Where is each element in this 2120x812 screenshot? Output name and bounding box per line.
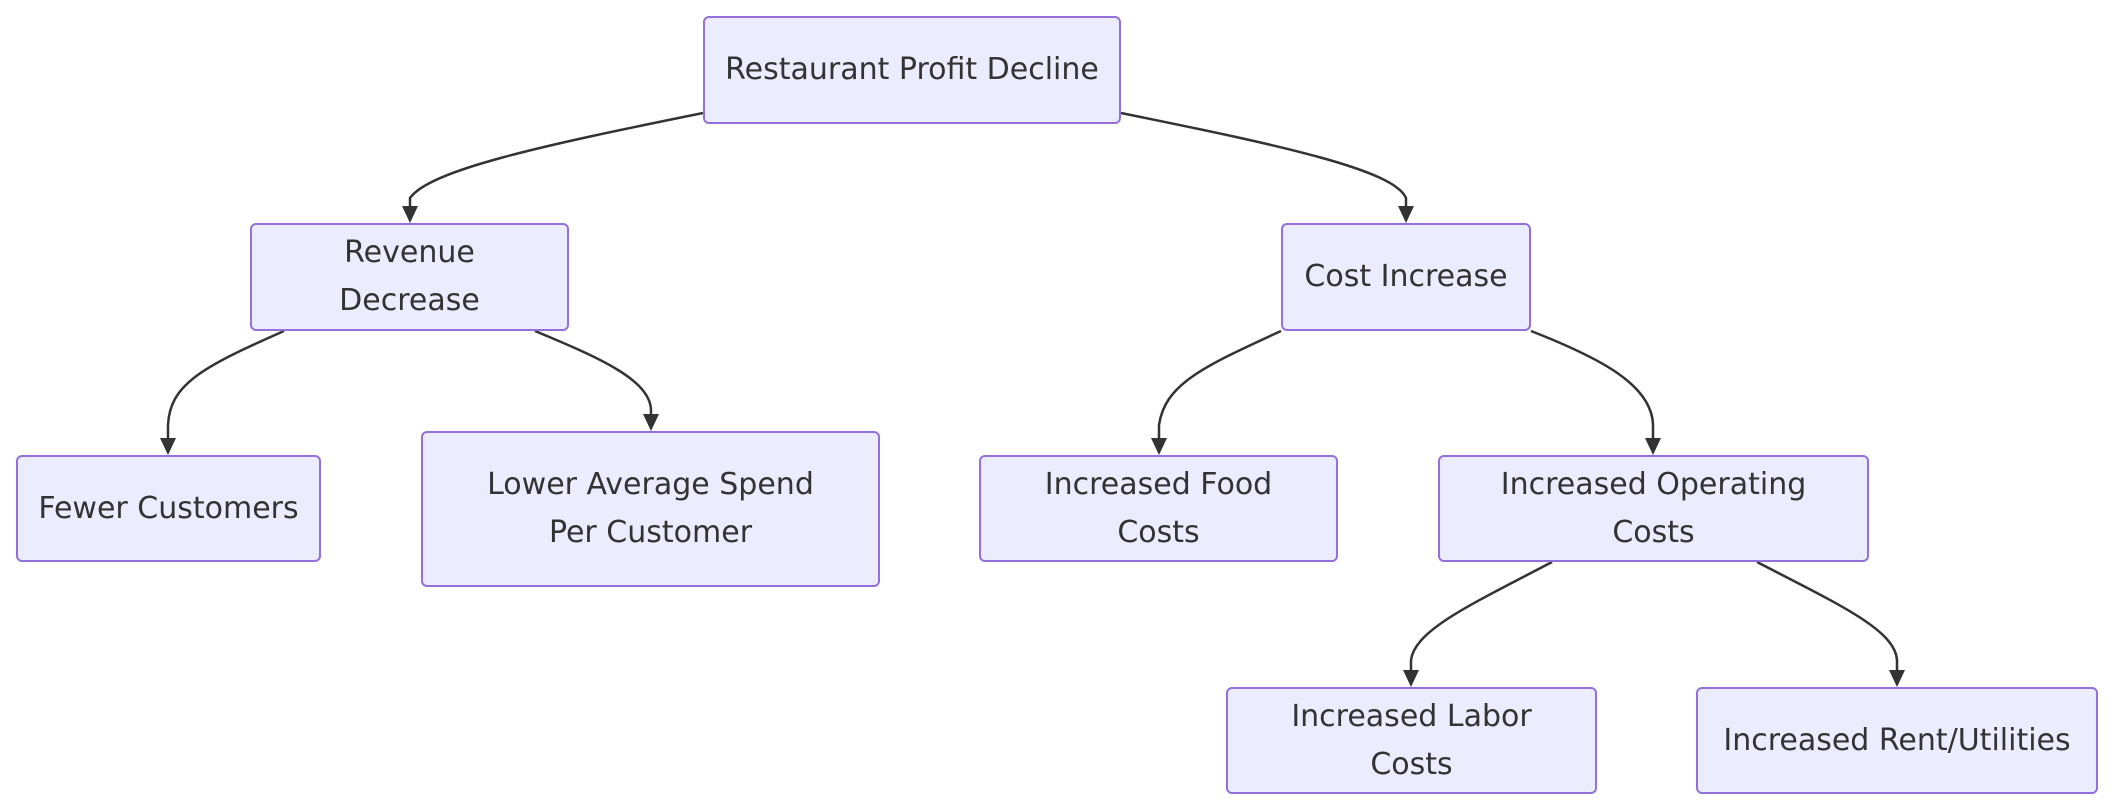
- node-label: Increased Food Costs: [1044, 466, 1273, 550]
- node-cost-increase: Cost Increase: [1281, 223, 1531, 331]
- node-label: Restaurant Profit Decline: [725, 52, 1099, 87]
- arrowhead-icon: [402, 206, 418, 223]
- edge-revenue-to-lower-spend: [534, 329, 653, 415]
- arrowhead-icon: [1889, 670, 1905, 687]
- node-restaurant-profit-decline: Restaurant Profit Decline: [703, 16, 1121, 124]
- arrowhead-icon: [1645, 438, 1661, 455]
- node-revenue-decrease: Revenue Decrease: [250, 223, 569, 331]
- arrowhead-icon: [1151, 438, 1167, 455]
- node-increased-labor-costs: Increased Labor Costs: [1226, 687, 1597, 794]
- node-increased-operating-costs: Increased Operating Costs: [1438, 455, 1869, 562]
- arrowhead-icon: [160, 438, 176, 455]
- edge-cost-to-operating-costs: [1530, 329, 1655, 439]
- arrowhead-icon: [643, 414, 659, 431]
- node-label: Increased Rent/Utilities: [1723, 722, 2071, 758]
- edge-operating-to-rent-utilities: [1756, 560, 1899, 671]
- edge-root-to-cost: [1120, 111, 1408, 207]
- node-label: Lower Average Spend Per Customer: [487, 467, 814, 550]
- arrowhead-icon: [1398, 206, 1414, 223]
- node-increased-food-costs: Increased Food Costs: [979, 455, 1338, 562]
- node-label: Fewer Customers: [38, 490, 299, 526]
- edge-root-to-revenue: [408, 111, 704, 207]
- node-label: Revenue Decrease: [339, 235, 480, 318]
- node-label: Increased Operating Costs: [1500, 466, 1807, 550]
- node-lower-average-spend: Lower Average Spend Per Customer: [421, 431, 880, 587]
- edge-revenue-to-fewer-customers: [166, 329, 285, 439]
- node-fewer-customers: Fewer Customers: [16, 455, 321, 562]
- node-increased-rent-utilities: Increased Rent/Utilities: [1696, 687, 2098, 794]
- arrowhead-icon: [1403, 670, 1419, 687]
- node-label: Cost Increase: [1304, 259, 1508, 294]
- node-label: Increased Labor Costs: [1291, 698, 1532, 782]
- edge-cost-to-food-costs: [1157, 329, 1282, 439]
- edge-operating-to-labor-costs: [1409, 560, 1553, 671]
